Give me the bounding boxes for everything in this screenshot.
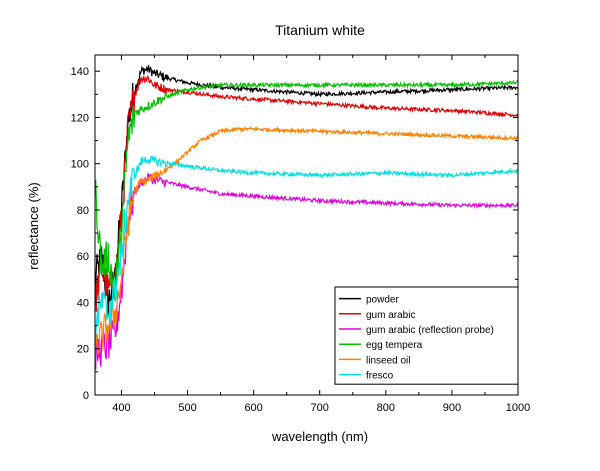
plot-area: [95, 65, 518, 370]
x-tick-label: 1000: [506, 402, 530, 414]
legend-entry: egg tempera: [366, 340, 423, 351]
y-tick-label: 140: [71, 66, 89, 78]
series-line-linseed-oil: [95, 125, 518, 366]
y-tick-label: 60: [77, 251, 89, 263]
series-lines: [95, 65, 518, 370]
legend-box: [334, 286, 519, 385]
plot-frame: [94, 54, 519, 396]
x-tick-label: 600: [244, 402, 262, 414]
x-tick-label: 700: [311, 402, 329, 414]
y-tick-label: 80: [77, 205, 89, 217]
legend-entry: powder: [366, 295, 399, 306]
x-tick-label: 500: [178, 402, 196, 414]
series-line-gum-arabic: [95, 74, 518, 313]
x-tick-label: 800: [377, 402, 395, 414]
y-tick-label: 40: [77, 297, 89, 309]
x-tick-label: 900: [443, 402, 461, 414]
y-tick-label: 0: [83, 390, 89, 402]
legend: powder gum arabic gum arabic (reflection p…: [334, 286, 519, 385]
legend-entry: gum arabic (reflection probe): [366, 325, 494, 336]
y-axis-label: reflectance (%): [26, 182, 41, 269]
series-line-fresco: [95, 155, 518, 338]
chart-title: Titanium white: [275, 22, 365, 38]
legend-entry: gum arabic: [366, 310, 415, 321]
x-axis-label: wavelength (nm): [271, 429, 368, 444]
legend-entry: linseed oil: [366, 355, 410, 366]
y-tick-label: 20: [77, 344, 89, 356]
x-tick-label: 400: [112, 402, 130, 414]
y-tick-label: 120: [71, 112, 89, 124]
series-line-egg-tempera: [95, 79, 518, 300]
series-line-gum-arabic-reflection-probe-: [95, 172, 518, 370]
axes: 400 500 600 700 800 900 1000 0 20 40 60 80 100 120 140: [71, 54, 530, 414]
legend-entry: fresco: [366, 371, 394, 382]
y-tick-label: 100: [71, 159, 89, 171]
series-line-powder: [95, 65, 518, 317]
